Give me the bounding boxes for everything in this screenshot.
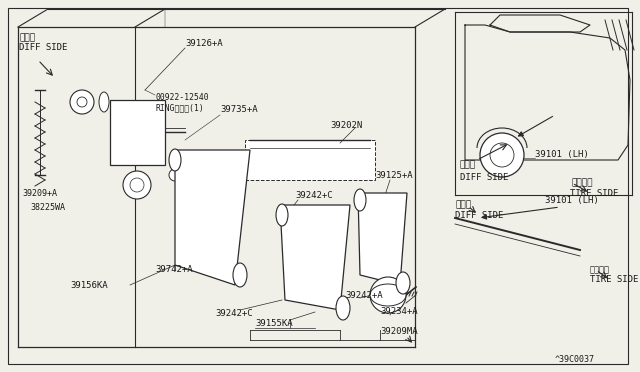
Ellipse shape: [336, 296, 350, 320]
Circle shape: [123, 171, 151, 199]
Text: デフ側: デフ側: [460, 160, 476, 170]
Text: 39126+A: 39126+A: [185, 38, 223, 48]
Text: ^39C0037: ^39C0037: [555, 356, 595, 365]
Text: DIFF SIDE: DIFF SIDE: [19, 44, 67, 52]
Text: DIFF SIDE: DIFF SIDE: [460, 173, 508, 182]
Text: 39209MA: 39209MA: [380, 327, 418, 337]
Text: 39155KA: 39155KA: [255, 318, 292, 327]
Text: 39242+C: 39242+C: [215, 308, 253, 317]
Text: 39242+A: 39242+A: [345, 291, 383, 299]
Text: タイヤ側: タイヤ側: [572, 179, 593, 187]
Text: 39234+A: 39234+A: [380, 308, 418, 317]
Text: 39125+A: 39125+A: [375, 170, 413, 180]
Ellipse shape: [354, 189, 366, 211]
Text: 00922-12540: 00922-12540: [155, 93, 209, 103]
Bar: [110, 100, 165, 165]
Text: デフ側: デフ側: [455, 201, 471, 209]
Circle shape: [169, 169, 181, 181]
Text: 39101 (LH): 39101 (LH): [545, 196, 599, 205]
Text: 39209+A: 39209+A: [22, 189, 57, 198]
Circle shape: [370, 277, 406, 313]
Text: TIRE SIDE: TIRE SIDE: [570, 189, 618, 198]
Polygon shape: [358, 193, 407, 285]
Text: 39742+A: 39742+A: [155, 266, 193, 275]
Ellipse shape: [276, 204, 288, 226]
Ellipse shape: [233, 263, 247, 287]
Text: タイヤ側: タイヤ側: [590, 266, 610, 275]
Text: TIRE SIDE: TIRE SIDE: [590, 276, 638, 285]
Ellipse shape: [370, 284, 406, 306]
Text: 39156KA: 39156KA: [70, 280, 108, 289]
Polygon shape: [175, 150, 250, 285]
Ellipse shape: [396, 272, 410, 294]
Ellipse shape: [99, 92, 109, 112]
Text: デフ側: デフ側: [19, 33, 35, 42]
Circle shape: [379, 286, 397, 304]
Bar: [245, 140, 375, 180]
Circle shape: [480, 133, 524, 177]
Text: 39202N: 39202N: [330, 121, 362, 129]
Circle shape: [70, 90, 94, 114]
Text: 39242+C: 39242+C: [295, 190, 333, 199]
Text: 38225WA: 38225WA: [30, 202, 65, 212]
Circle shape: [130, 178, 144, 192]
Circle shape: [77, 97, 87, 107]
Circle shape: [490, 143, 514, 167]
Text: DIFF SIDE: DIFF SIDE: [455, 211, 504, 219]
Text: RINGリング(1): RINGリング(1): [155, 103, 204, 112]
Text: 39101 (LH): 39101 (LH): [535, 151, 589, 160]
Text: 39735+A: 39735+A: [220, 106, 258, 115]
Polygon shape: [280, 205, 350, 310]
Ellipse shape: [169, 149, 181, 171]
